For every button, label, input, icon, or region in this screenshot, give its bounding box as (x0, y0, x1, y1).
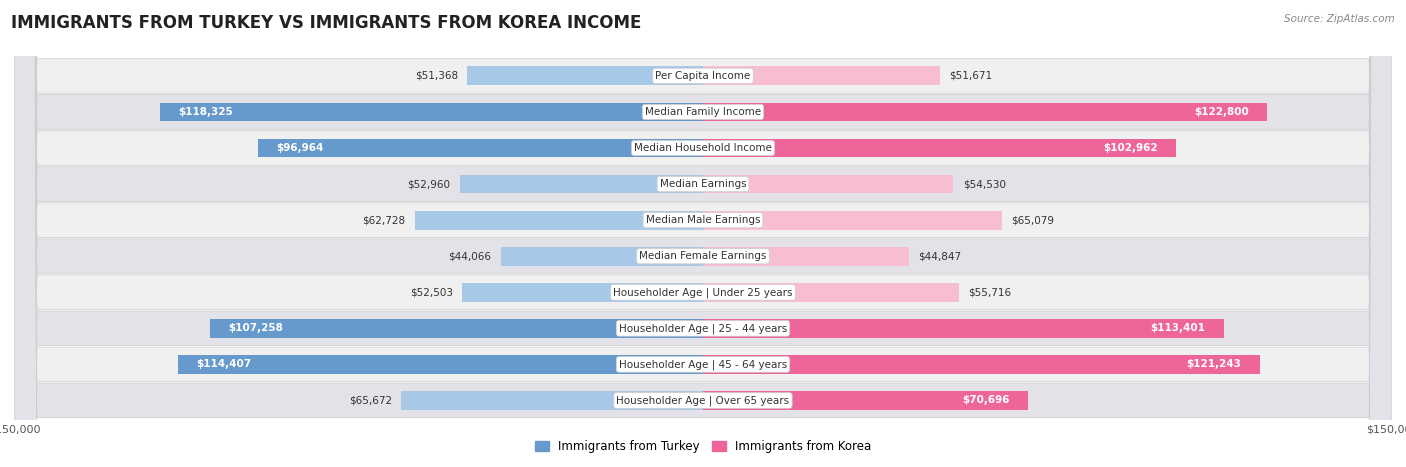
Text: Per Capita Income: Per Capita Income (655, 71, 751, 81)
Text: $70,696: $70,696 (962, 396, 1010, 405)
Text: Source: ZipAtlas.com: Source: ZipAtlas.com (1284, 14, 1395, 24)
Bar (467, 66, 703, 85)
Bar (461, 283, 703, 302)
Text: $62,728: $62,728 (363, 215, 406, 225)
Text: Householder Age | 45 - 64 years: Householder Age | 45 - 64 years (619, 359, 787, 370)
Text: $114,407: $114,407 (195, 360, 252, 369)
Text: Median Female Earnings: Median Female Earnings (640, 251, 766, 261)
Text: IMMIGRANTS FROM TURKEY VS IMMIGRANTS FROM KOREA INCOME: IMMIGRANTS FROM TURKEY VS IMMIGRANTS FRO… (11, 14, 641, 32)
Bar (401, 391, 703, 410)
Text: Median Earnings: Median Earnings (659, 179, 747, 189)
Text: $51,671: $51,671 (949, 71, 993, 81)
Text: $107,258: $107,258 (229, 323, 284, 333)
Text: $96,964: $96,964 (276, 143, 323, 153)
Bar (703, 175, 953, 193)
Text: $55,716: $55,716 (969, 287, 1011, 297)
Text: $65,079: $65,079 (1011, 215, 1054, 225)
Bar (703, 211, 1002, 229)
Text: $102,962: $102,962 (1102, 143, 1157, 153)
Bar (415, 211, 703, 229)
Text: Median Household Income: Median Household Income (634, 143, 772, 153)
Text: Householder Age | Over 65 years: Householder Age | Over 65 years (616, 395, 790, 406)
FancyBboxPatch shape (14, 0, 1392, 467)
FancyBboxPatch shape (14, 0, 1392, 467)
Text: Median Male Earnings: Median Male Earnings (645, 215, 761, 225)
Text: Median Family Income: Median Family Income (645, 107, 761, 117)
Bar (703, 139, 1175, 157)
Bar (159, 103, 703, 121)
Bar (703, 247, 910, 266)
FancyBboxPatch shape (14, 0, 1392, 467)
Text: $54,530: $54,530 (963, 179, 1005, 189)
Text: $51,368: $51,368 (415, 71, 458, 81)
Text: $121,243: $121,243 (1187, 360, 1241, 369)
FancyBboxPatch shape (14, 0, 1392, 467)
Text: $52,960: $52,960 (408, 179, 450, 189)
FancyBboxPatch shape (14, 0, 1392, 467)
Text: $44,066: $44,066 (449, 251, 492, 261)
Text: $52,503: $52,503 (409, 287, 453, 297)
Bar (703, 283, 959, 302)
FancyBboxPatch shape (14, 0, 1392, 467)
Text: $44,847: $44,847 (918, 251, 962, 261)
Bar (501, 247, 703, 266)
Text: $113,401: $113,401 (1150, 323, 1205, 333)
Bar (211, 319, 703, 338)
FancyBboxPatch shape (14, 0, 1392, 467)
Bar (703, 103, 1267, 121)
Bar (703, 391, 1028, 410)
Bar (177, 355, 703, 374)
Bar (460, 175, 703, 193)
FancyBboxPatch shape (14, 0, 1392, 467)
Text: Householder Age | 25 - 44 years: Householder Age | 25 - 44 years (619, 323, 787, 333)
Text: $65,672: $65,672 (349, 396, 392, 405)
Bar (257, 139, 703, 157)
Text: Householder Age | Under 25 years: Householder Age | Under 25 years (613, 287, 793, 297)
Bar (703, 355, 1260, 374)
Legend: Immigrants from Turkey, Immigrants from Korea: Immigrants from Turkey, Immigrants from … (530, 436, 876, 458)
FancyBboxPatch shape (14, 0, 1392, 467)
Text: $122,800: $122,800 (1194, 107, 1249, 117)
Bar (703, 66, 941, 85)
FancyBboxPatch shape (14, 0, 1392, 467)
Bar (703, 319, 1223, 338)
Text: $118,325: $118,325 (179, 107, 232, 117)
